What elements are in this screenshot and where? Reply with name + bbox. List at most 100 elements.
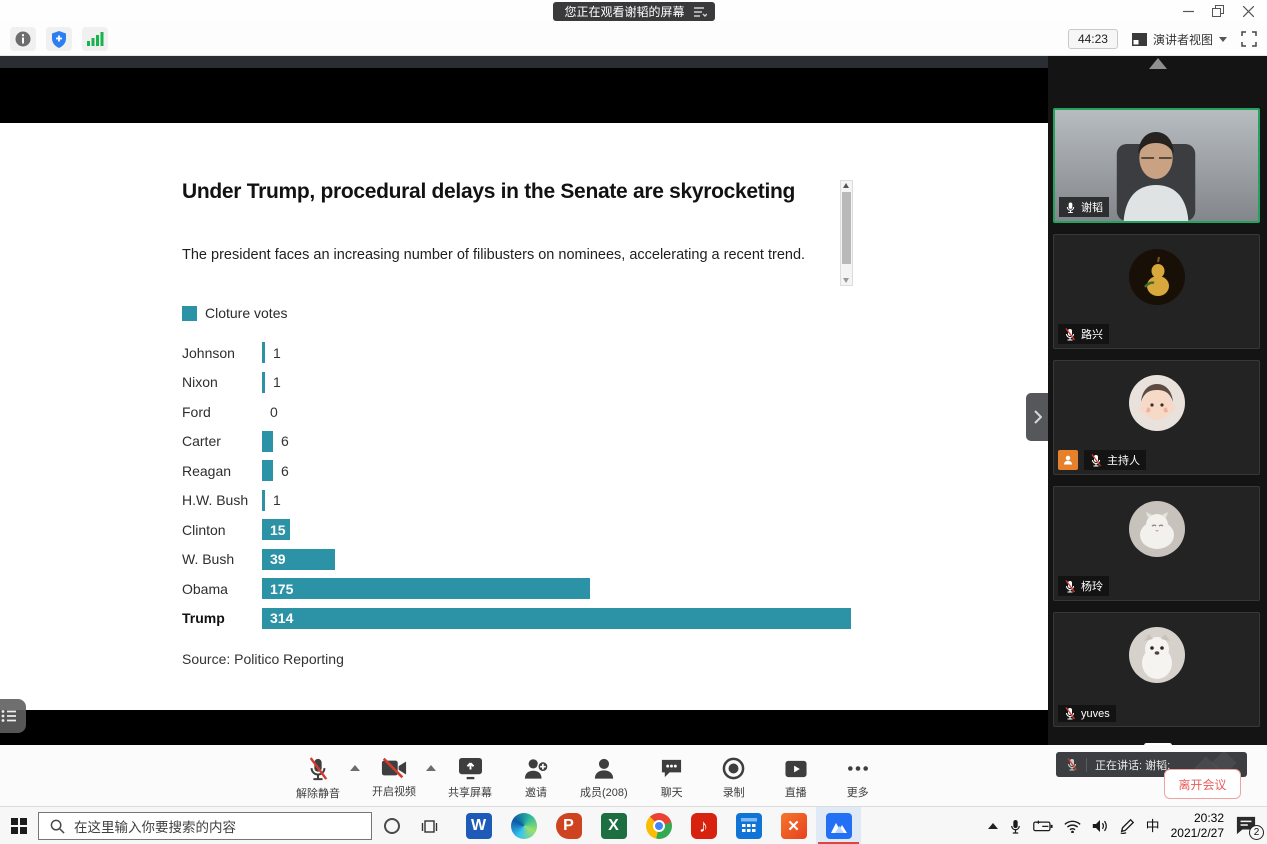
bar — [262, 430, 273, 452]
chart-row: H.W. Bush 1 — [182, 486, 862, 516]
edge-icon — [510, 813, 537, 839]
sidebar-collapse-tab[interactable] — [1026, 393, 1048, 441]
view-mode-selector[interactable]: 演讲者视图 — [1131, 31, 1227, 48]
taskbar-app-excel[interactable]: X — [591, 807, 636, 844]
taskbar-app-powerpoint[interactable]: P — [546, 807, 591, 844]
mic-muted-icon — [1065, 327, 1076, 341]
invite-button[interactable]: 邀请 — [518, 757, 554, 800]
taskbar-app-calendar[interactable] — [726, 807, 771, 844]
participants-sidebar: 谢韬 路兴 — [1048, 56, 1267, 748]
mic-on-icon — [1066, 201, 1075, 213]
fullscreen-button[interactable] — [1241, 31, 1257, 47]
bar — [262, 460, 273, 482]
gourd-avatar — [1128, 249, 1185, 305]
bar-value: 1 — [273, 344, 281, 361]
participant-tile[interactable]: 杨玲 — [1053, 486, 1260, 601]
bar-value: 1 — [273, 374, 281, 391]
man-webcam-video — [1055, 110, 1258, 221]
wifi-icon[interactable] — [1063, 820, 1081, 833]
more-button[interactable]: 更多 — [840, 757, 876, 800]
leave-meeting-button[interactable]: 离开会议 — [1164, 769, 1241, 799]
ime-indicator[interactable]: 中 — [1145, 818, 1160, 834]
start-button[interactable] — [0, 807, 38, 844]
chart-source: Source: Politico Reporting — [182, 651, 344, 667]
taskbar-app-edge[interactable] — [501, 807, 546, 844]
record-icon — [722, 757, 745, 780]
share-screen-button[interactable]: 共享屏幕 — [448, 757, 492, 800]
mic-muted-icon — [1091, 453, 1102, 467]
record-button[interactable]: 录制 — [716, 757, 752, 800]
mic-muted-icon — [1065, 707, 1076, 720]
taskbar-app-xmind[interactable]: ✕ — [771, 807, 816, 844]
battery-charging-icon[interactable] — [1032, 819, 1053, 833]
close-button[interactable] — [1233, 0, 1263, 22]
participant-name-bar: 谢韬 — [1059, 197, 1109, 217]
restore-button[interactable] — [1203, 0, 1233, 22]
share-screen-label: 共享屏幕 — [448, 787, 492, 799]
xmind-icon: ✕ — [780, 813, 807, 839]
live-stream-button[interactable]: 直播 — [778, 757, 814, 800]
participant-name: 杨玲 — [1081, 581, 1103, 593]
cortana-icon[interactable] — [384, 818, 400, 834]
annotation-toolbar-handle[interactable] — [0, 699, 26, 733]
more-icon — [847, 766, 868, 771]
volume-icon[interactable] — [1092, 819, 1108, 833]
minimize-button[interactable] — [1173, 0, 1203, 22]
meeting-info-icon[interactable] — [10, 27, 36, 51]
scroll-up-arrow-icon[interactable] — [843, 183, 849, 188]
invite-label: 邀请 — [525, 787, 547, 799]
security-shield-icon[interactable] — [46, 27, 72, 51]
participant-tile[interactable]: 谢韬 — [1053, 108, 1260, 223]
tray-mic-icon[interactable] — [1009, 818, 1022, 835]
start-video-label: 开启视频 — [372, 786, 416, 798]
mic-options-caret-icon[interactable] — [350, 765, 360, 771]
taskbar-clock[interactable]: 20:32 2021/2/27 — [1171, 811, 1224, 841]
bar-value: 1 — [273, 492, 281, 509]
bar-chart: Johnson 1 Nixon 1 Ford 0 Carter — [182, 338, 862, 633]
chrome-icon — [645, 813, 672, 839]
netease-music-icon: ♪ — [690, 813, 717, 839]
taskbar-app-word[interactable]: W — [456, 807, 501, 844]
members-button[interactable]: 成员(208) — [580, 757, 628, 800]
screen-watching-banner[interactable]: 您正在观看谢韬的屏幕 — [552, 2, 715, 21]
taskbar-app-netease-music[interactable]: ♪ — [681, 807, 726, 844]
view-mode-label: 演讲者视图 — [1152, 32, 1213, 47]
scroll-down-arrow-icon[interactable] — [843, 278, 849, 283]
banner-menu-icon[interactable] — [693, 6, 707, 18]
scrollbar-thumb[interactable] — [842, 192, 851, 264]
document-scrollbar[interactable] — [840, 180, 853, 286]
participant-tile[interactable]: 主持人 — [1053, 360, 1260, 475]
participant-name: yuves — [1081, 707, 1110, 720]
action-center-icon[interactable]: 2 — [1235, 815, 1264, 840]
participant-name: 路兴 — [1081, 329, 1103, 341]
shared-screen-area: Under Trump, procedural delays in the Se… — [0, 56, 1048, 745]
taskbar-search-input[interactable]: 在这里输入你要搜索的内容 — [38, 812, 372, 840]
legend-swatch — [182, 305, 197, 321]
tencent-meeting-icon — [825, 813, 852, 839]
participant-tile[interactable]: 路兴 — [1053, 234, 1260, 349]
more-label: 更多 — [846, 787, 869, 799]
scroll-up-arrow-icon[interactable] — [1148, 58, 1167, 69]
camera-off-icon — [381, 757, 407, 779]
taskbar-app-chrome[interactable] — [636, 807, 681, 844]
share-screen-icon — [458, 757, 482, 780]
chat-button[interactable]: 聊天 — [654, 757, 690, 800]
unmute-button[interactable]: 解除静音 — [296, 757, 340, 801]
task-view-icon[interactable] — [420, 817, 438, 835]
taskbar-app-tencent-meeting[interactable] — [816, 807, 861, 844]
tray-expand-icon[interactable] — [987, 823, 998, 829]
notification-count-badge: 2 — [1249, 825, 1264, 840]
video-options-caret-icon[interactable] — [426, 765, 436, 771]
record-label: 录制 — [722, 787, 745, 799]
bar — [262, 489, 265, 511]
bar-label: Johnson — [182, 344, 235, 361]
excel-icon: X — [600, 813, 627, 839]
speaking-text: 正在讲话: 谢韬; — [1095, 759, 1171, 772]
invite-icon — [524, 759, 548, 779]
pen-input-icon[interactable] — [1119, 818, 1135, 834]
window-controls — [1173, 0, 1263, 22]
live-label: 直播 — [784, 787, 807, 799]
start-video-button[interactable]: 开启视频 — [372, 757, 416, 799]
network-signal-icon[interactable] — [82, 27, 108, 51]
participant-tile[interactable]: yuves — [1053, 612, 1260, 727]
